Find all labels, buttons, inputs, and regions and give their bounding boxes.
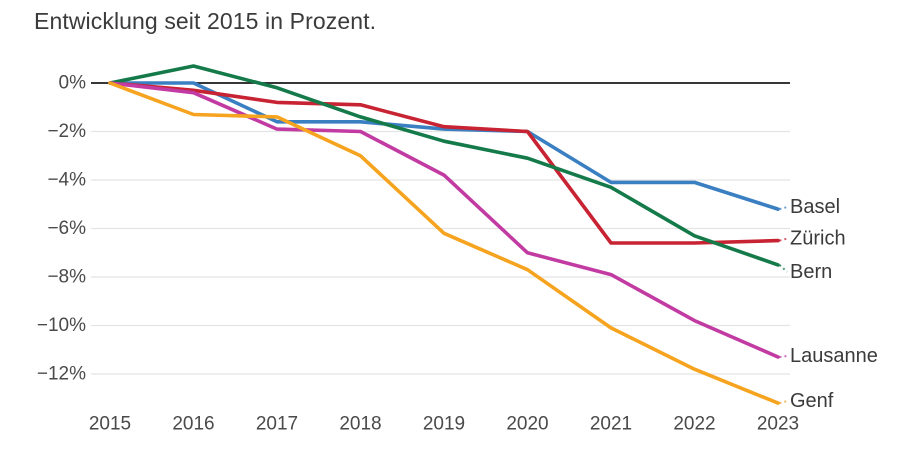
series-label-bern: Bern [790,261,832,283]
series-line-bern [108,64,780,267]
label-connector-lausanne [779,355,788,359]
series-line-genf [108,81,780,405]
x-tick-label: 2023 [757,414,799,435]
label-connector-basel [779,206,788,211]
label-connector-bern [778,264,788,273]
series-line-zurich [108,81,780,245]
x-tick-label: 2022 [673,414,715,435]
y-tick-label: −2% [47,121,86,142]
chart-title: Entwicklung seit 2015 in Prozent. [34,8,377,34]
series-label-lausanne: Lausanne [790,345,878,367]
x-tick-label: 2016 [172,414,214,435]
x-tick-label: 2020 [506,414,548,435]
x-tick-label: 2015 [89,414,131,435]
y-tick-label: −8% [47,267,86,288]
series-line-lausanne [108,81,780,359]
series-label-genf: Genf [790,390,834,412]
y-tick-label: −4% [47,170,86,191]
y-tick-label: −12% [37,364,86,385]
x-tick-label: 2019 [423,414,465,435]
y-tick-label: −10% [37,315,86,336]
series-label-zurich: Zürich [790,228,846,250]
label-connector-genf [779,400,788,405]
x-tick-label: 2017 [256,414,298,435]
x-tick-label: 2021 [590,414,632,435]
y-tick-label: 0% [59,73,87,94]
x-tick-label: 2018 [339,414,381,435]
series-label-basel: Basel [790,196,840,218]
label-connector-zurich [779,237,788,242]
y-tick-label: −6% [47,218,86,239]
